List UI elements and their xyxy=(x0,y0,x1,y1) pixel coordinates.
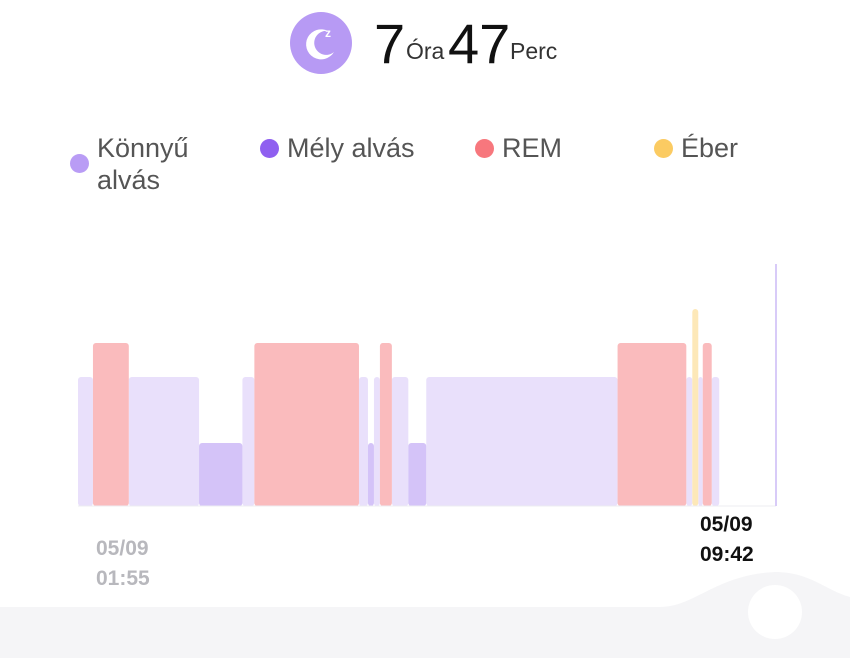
sleep-segment-light xyxy=(711,377,720,506)
duration-hours-unit: Óra xyxy=(406,38,445,64)
sleep-segment-rem xyxy=(702,343,712,506)
sleep-segment-light xyxy=(686,377,693,506)
legend-label-rem: REM xyxy=(502,133,562,163)
sleep-segment-rem xyxy=(92,343,129,506)
sleep-segment-rem xyxy=(254,343,359,506)
legend-label-awake: Éber xyxy=(681,133,739,163)
duration-minutes: 47 xyxy=(448,12,511,75)
sleep-segment-light xyxy=(358,377,368,506)
sleep-stage-chart xyxy=(78,264,777,507)
legend-item-light-sleep[interactable]: Könnyű alvás xyxy=(0,132,230,202)
sleep-segment-deep xyxy=(408,443,427,506)
legend-dot-awake xyxy=(654,139,673,158)
sleep-segment-light xyxy=(373,377,380,506)
duration-minutes-unit: Perc xyxy=(510,38,558,64)
legend-label-light-sleep: Könnyű xyxy=(97,133,189,163)
svg-text:z: z xyxy=(325,26,331,40)
sleep-segment-light xyxy=(78,377,93,506)
legend-label-deep-sleep: Mély alvás xyxy=(287,133,415,163)
legend-item-rem[interactable]: REM xyxy=(470,132,580,166)
sleep-segment-deep xyxy=(199,443,243,506)
legend-dot-deep-sleep xyxy=(260,139,279,158)
sleep-segment-rem xyxy=(617,343,687,506)
sleep-segment-awake xyxy=(692,309,699,506)
chart-start-time-label: 05/09 01:55 xyxy=(96,534,150,594)
scroll-handle[interactable] xyxy=(660,560,850,658)
legend-label-light-sleep-line2: alvás xyxy=(97,165,161,195)
end-date: 05/09 xyxy=(700,513,753,536)
moon-sleep-icon: z xyxy=(290,12,352,74)
start-date: 05/09 xyxy=(96,537,149,560)
sleep-segment-rem xyxy=(379,343,392,506)
chart-end-time-label: 05/09 09:42 xyxy=(700,510,754,570)
sleep-segment-light xyxy=(391,377,409,506)
sleep-segment-light xyxy=(698,377,703,506)
sleep-stage-legend: Könnyű alvás Mély alvás REM Éber xyxy=(0,132,850,202)
sleep-segment-light xyxy=(242,377,255,506)
start-time: 01:55 xyxy=(96,567,150,590)
legend-dot-light-sleep xyxy=(70,154,89,173)
legend-item-deep-sleep[interactable]: Mély alvás xyxy=(255,132,435,166)
sleep-summary-header: z 7 Óra 47 Perc xyxy=(0,0,850,90)
sleep-segment-light xyxy=(426,377,618,506)
sleep-segment-light xyxy=(128,377,200,506)
duration-hours: 7 xyxy=(374,12,406,75)
legend-item-awake[interactable]: Éber xyxy=(650,132,760,166)
sleep-segment-deep xyxy=(367,443,374,506)
legend-dot-rem xyxy=(475,139,494,158)
end-time: 09:42 xyxy=(700,543,754,566)
